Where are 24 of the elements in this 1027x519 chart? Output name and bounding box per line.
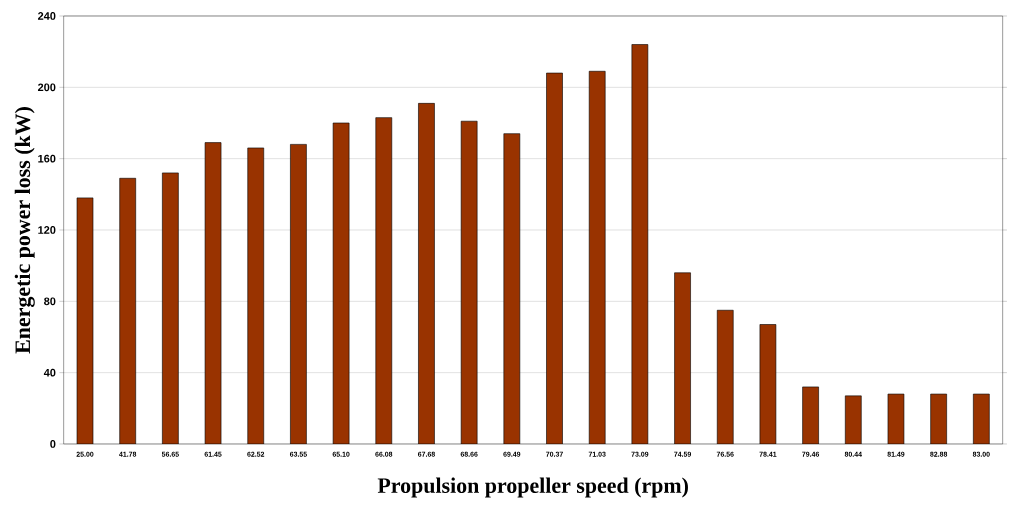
bar [290, 144, 307, 444]
y-tick-label: 120 [38, 226, 56, 234]
y-tick-label: 0 [50, 440, 56, 448]
bar [119, 177, 136, 444]
bar [674, 272, 691, 444]
bar [375, 117, 393, 444]
y-tick-label: 160 [38, 154, 56, 163]
bar [930, 393, 947, 444]
bar [418, 103, 435, 444]
bar [716, 309, 734, 444]
bar [844, 395, 862, 444]
y-tick-label: 80 [44, 297, 56, 306]
y-tick-label: 40 [43, 368, 56, 377]
y-tick-label: 200 [37, 83, 56, 92]
bar [802, 386, 819, 444]
bar [162, 172, 179, 444]
bar [588, 70, 606, 444]
y-tick-label: 240 [37, 12, 56, 20]
x-axis-title: Propulsion propeller speed (rpm) [377, 477, 688, 498]
y-axis-title: Energetic power loss (kW) [14, 107, 35, 354]
bar [503, 133, 521, 444]
bar [247, 147, 265, 444]
bar [546, 72, 563, 444]
bar [973, 393, 990, 444]
